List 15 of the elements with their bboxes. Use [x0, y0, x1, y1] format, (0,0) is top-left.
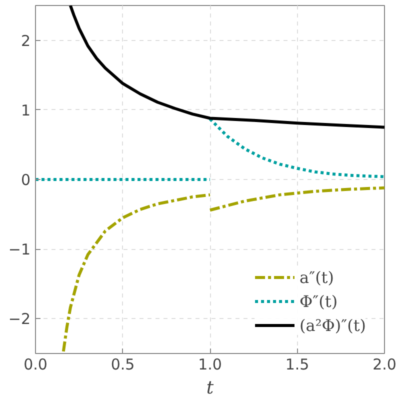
- y-tick-label: −2: [8, 310, 31, 328]
- line-series: [68, 6, 384, 129]
- x-tick-label: 0.0: [24, 356, 48, 374]
- x-tick-label: 0.5: [110, 356, 135, 374]
- x-axis-title: t: [206, 378, 214, 398]
- y-tick-label: −1: [8, 240, 31, 259]
- x-tick-label: 1.0: [198, 356, 222, 374]
- x-tick-label: 1.5: [285, 356, 310, 374]
- y-tick-label: 0: [20, 171, 31, 189]
- y-tick-label: 2: [20, 32, 31, 50]
- legend-label: (a²Φ)″(t): [300, 316, 366, 334]
- legend-label: Φ″(t): [300, 292, 338, 310]
- y-tick-label: 1: [20, 101, 31, 120]
- x-tick-label: 2.0: [372, 356, 396, 374]
- legend-label: a″(t): [300, 268, 334, 286]
